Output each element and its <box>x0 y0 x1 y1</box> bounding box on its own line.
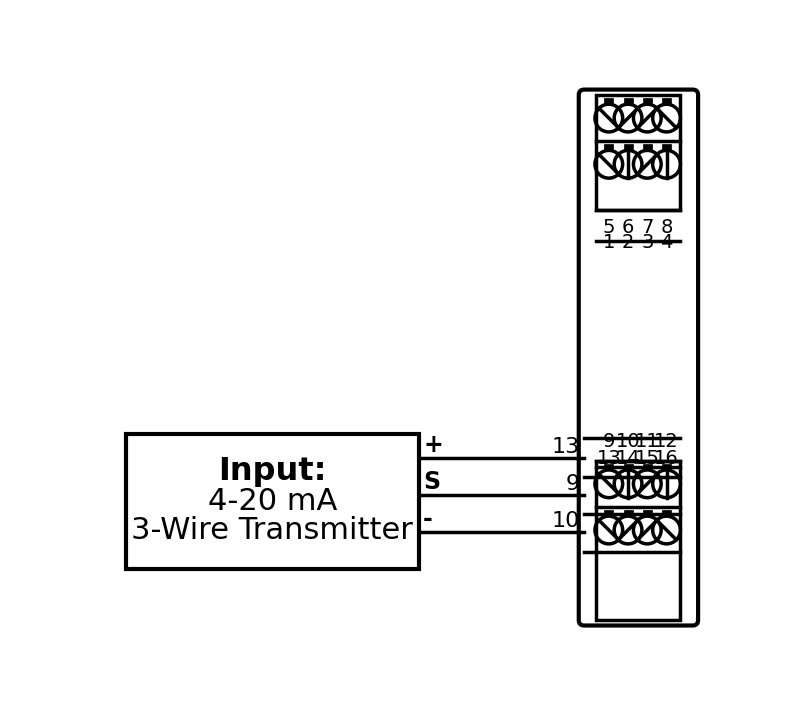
Bar <box>126 434 419 569</box>
Text: +: + <box>423 433 443 457</box>
Bar <box>662 464 671 469</box>
Bar <box>643 98 652 103</box>
Text: 7: 7 <box>641 218 653 237</box>
Bar <box>604 98 613 103</box>
Text: 3: 3 <box>641 233 653 252</box>
Text: 6: 6 <box>622 218 634 237</box>
Text: 13: 13 <box>551 437 580 457</box>
FancyBboxPatch shape <box>579 90 698 625</box>
Text: 10: 10 <box>551 510 580 531</box>
Bar <box>662 98 671 103</box>
Bar <box>662 510 671 515</box>
Text: 4-20 mA: 4-20 mA <box>207 486 337 515</box>
Bar <box>623 98 633 103</box>
Text: 4: 4 <box>661 233 673 252</box>
Text: 2: 2 <box>622 233 634 252</box>
Text: 14: 14 <box>615 450 641 469</box>
Text: Input:: Input: <box>218 457 327 487</box>
Bar <box>662 144 671 149</box>
Bar <box>623 464 633 469</box>
Bar <box>604 464 613 469</box>
Text: 12: 12 <box>654 433 679 452</box>
Text: -: - <box>423 507 433 531</box>
Text: 16: 16 <box>654 450 679 469</box>
Text: 10: 10 <box>616 433 640 452</box>
Text: 1: 1 <box>603 233 615 252</box>
Text: S: S <box>423 470 440 494</box>
Text: 3-Wire Transmitter: 3-Wire Transmitter <box>131 516 413 545</box>
Text: 11: 11 <box>635 433 660 452</box>
Bar <box>643 144 652 149</box>
Bar <box>596 461 681 620</box>
Text: 13: 13 <box>596 450 621 469</box>
Bar <box>623 510 633 515</box>
Text: 9: 9 <box>565 474 580 494</box>
Text: 8: 8 <box>661 218 673 237</box>
Bar <box>623 144 633 149</box>
Text: 5: 5 <box>603 218 615 237</box>
Text: 9: 9 <box>603 433 615 452</box>
Text: 15: 15 <box>635 450 660 469</box>
Bar <box>604 510 613 515</box>
Bar <box>596 95 681 210</box>
Bar <box>604 144 613 149</box>
Bar <box>643 464 652 469</box>
Bar <box>643 510 652 515</box>
